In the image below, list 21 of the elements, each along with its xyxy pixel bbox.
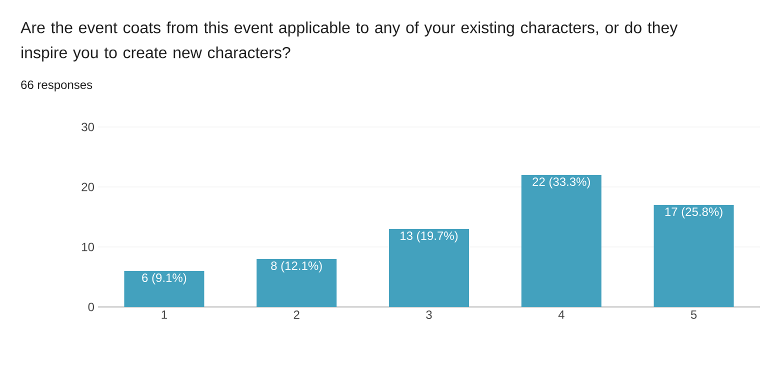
chart-subtitle: 66 responses: [21, 80, 92, 92]
chart-title: Are the event coats from this event applicable to any of your existing characters, or do they inspire you to create new characters?: [20, 22, 678, 62]
bar: [521, 174, 602, 307]
data-label: 22 (33.3%): [532, 177, 590, 188]
y-tick-label: 30: [82, 122, 94, 132]
bar: [654, 204, 734, 307]
y-tick-label: 20: [82, 182, 94, 192]
x-tick-label: 4: [558, 310, 564, 319]
data-label: 13 (19.7%): [400, 231, 458, 242]
data-label: 6 (9.1%): [142, 273, 186, 284]
x-tick-label: 3: [426, 310, 432, 320]
bar: [389, 228, 469, 307]
data-label: 17 (25.8%): [665, 207, 722, 218]
y-tick-label: 10: [82, 242, 94, 252]
x-tick-label: 2: [294, 310, 300, 319]
x-tick-label: 5: [690, 310, 697, 319]
data-label: 8 (12.1%): [271, 261, 322, 272]
bar: [124, 270, 204, 307]
bar: [256, 258, 337, 307]
y-tick-label: 0: [88, 302, 94, 312]
x-tick-label: 1: [162, 310, 167, 319]
